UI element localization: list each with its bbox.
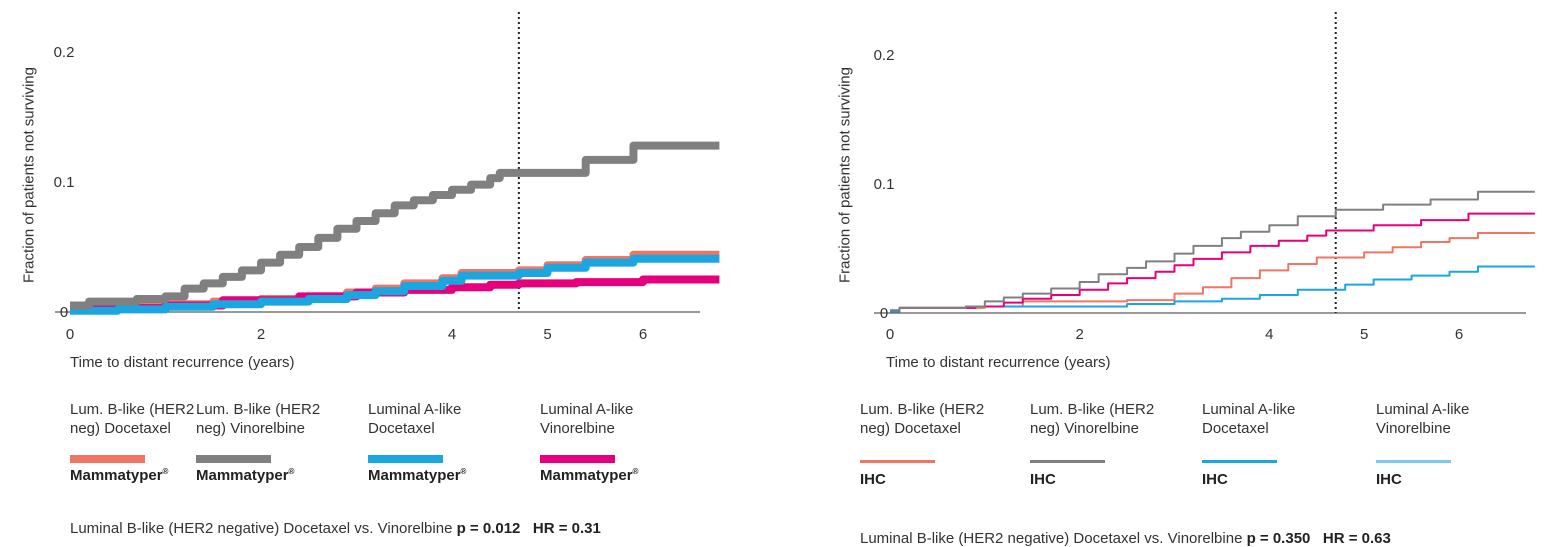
legend-swatch xyxy=(368,455,443,463)
legend-swatch xyxy=(1030,460,1105,463)
x-tick-label: 2 xyxy=(257,326,265,343)
y-tick-label: 0.2 xyxy=(874,47,895,64)
y-tick-label: 0.1 xyxy=(874,176,895,193)
y-axis-label-container: Fraction of patients not surviving xyxy=(19,40,39,310)
stats-text: Luminal B-like (HER2 negative) Docetaxel… xyxy=(860,530,1243,547)
x-axis-label: Time to distant recurrence (years) xyxy=(886,354,1111,371)
legend-label: Lum. B-like (HER2 neg) Vinorelbine xyxy=(196,401,321,437)
x-tick-label: 4 xyxy=(1265,326,1273,343)
method-name: IHC xyxy=(1376,471,1402,488)
series-line xyxy=(70,254,720,315)
legend-method: IHC xyxy=(1202,471,1327,488)
legend-swatch xyxy=(1376,460,1451,463)
legend-item: Luminal A-like Docetaxel Mammatyper® xyxy=(368,400,493,484)
legend-item: Lum. B-like (HER2 neg) Vinorelbine IHC xyxy=(1030,400,1155,488)
x-axis-label: Time to distant recurrence (years) xyxy=(70,354,295,371)
p-value: p = 0.012 xyxy=(456,520,521,537)
stats-text: Luminal B-like (HER2 negative) Docetaxel… xyxy=(70,520,453,537)
method-name: Mammatyper xyxy=(540,467,633,484)
series-line xyxy=(890,212,1535,312)
stats-line: Luminal B-like (HER2 negative) Docetaxel… xyxy=(860,530,1391,547)
registered-mark: ® xyxy=(288,467,295,476)
legend-method: IHC xyxy=(1376,471,1501,488)
x-tick-label: 5 xyxy=(1360,326,1368,343)
x-tick-label: 5 xyxy=(543,326,551,343)
series-line xyxy=(70,141,720,310)
hazard-ratio: HR = 0.31 xyxy=(532,520,601,537)
x-tick-label: 4 xyxy=(448,326,456,343)
legend-label: Luminal A-like Vinorelbine xyxy=(1376,401,1470,437)
legend-item: Luminal A-like Vinorelbine Mammatyper® xyxy=(540,400,665,484)
chart-panel-ihc: 0 2 4 5 6 0 0.1 0.2 Fraction of patients not su… xyxy=(816,0,1549,547)
x-tick-label: 2 xyxy=(1075,326,1083,343)
legend-label: Luminal A-like Vinorelbine xyxy=(540,401,634,437)
method-name: IHC xyxy=(1030,471,1056,488)
y-tick-label: 0.1 xyxy=(54,174,75,191)
series-line xyxy=(890,190,1535,312)
registered-mark: ® xyxy=(162,467,169,476)
y-tick-label: 0 xyxy=(60,304,68,321)
legend-swatch xyxy=(860,460,935,463)
legend-method: Mammatyper® xyxy=(540,467,665,484)
legend-method: IHC xyxy=(860,471,985,488)
p-value: p = 0.350 xyxy=(1246,530,1311,547)
method-name: Mammatyper xyxy=(196,467,289,484)
registered-mark: ® xyxy=(632,467,639,476)
legend-swatch xyxy=(540,455,615,463)
survival-plot: 0 2 4 5 6 0 0.1 0.2 xyxy=(54,12,720,343)
hazard-ratio: HR = 0.63 xyxy=(1322,530,1391,547)
method-name: Mammatyper xyxy=(70,467,163,484)
series-line xyxy=(890,265,1535,313)
legend-item: Lum. B-like (HER2 neg) Docetaxel IHC xyxy=(860,400,985,488)
method-name: IHC xyxy=(1202,471,1228,488)
legend-label: Luminal A-like Docetaxel xyxy=(1202,401,1296,437)
y-axis-label: Fraction of patients not surviving xyxy=(20,67,38,283)
y-axis-label-container: Fraction of patients not surviving xyxy=(835,40,855,310)
legend-label: Luminal A-like Docetaxel xyxy=(368,401,462,437)
legend-item: Luminal A-like Vinorelbine IHC xyxy=(1376,400,1501,488)
legend-swatch xyxy=(196,455,271,463)
legend-label: Lum. B-like (HER2 neg) Docetaxel xyxy=(70,401,195,437)
legend-method: IHC xyxy=(1030,471,1155,488)
survival-plot: 0 2 4 5 6 0 0.1 0.2 xyxy=(874,12,1535,343)
legend-swatch xyxy=(1202,460,1277,463)
chart-panel-mammatyper: 0 2 4 5 6 0 0.1 0.2 Fraction of patients not su… xyxy=(0,0,760,545)
y-tick-label: 0.2 xyxy=(54,44,75,61)
legend-swatch xyxy=(70,455,145,463)
legend-method: Mammatyper® xyxy=(196,467,321,484)
x-tick-label: 0 xyxy=(886,326,894,343)
legend-method: Mammatyper® xyxy=(70,467,195,484)
stats-line: Luminal B-like (HER2 negative) Docetaxel… xyxy=(70,520,601,537)
legend-label: Lum. B-like (HER2 neg) Docetaxel xyxy=(860,401,985,437)
series-line xyxy=(890,232,1535,312)
legend-item: Lum. B-like (HER2 neg) Docetaxel Mammaty… xyxy=(70,400,195,484)
legend-method: Mammatyper® xyxy=(368,467,493,484)
x-tick-label: 0 xyxy=(66,326,74,343)
registered-mark: ® xyxy=(460,467,467,476)
y-tick-label: 0 xyxy=(880,305,888,322)
x-tick-label: 6 xyxy=(1455,326,1463,343)
method-name: Mammatyper xyxy=(368,467,461,484)
x-tick-label: 6 xyxy=(639,326,647,343)
legend-item: Lum. B-like (HER2 neg) Vinorelbine Mamma… xyxy=(196,400,321,484)
method-name: IHC xyxy=(860,471,886,488)
legend-item: Luminal A-like Docetaxel IHC xyxy=(1202,400,1327,488)
y-axis-label: Fraction of patients not surviving xyxy=(836,67,854,283)
legend-label: Lum. B-like (HER2 neg) Vinorelbine xyxy=(1030,401,1155,437)
